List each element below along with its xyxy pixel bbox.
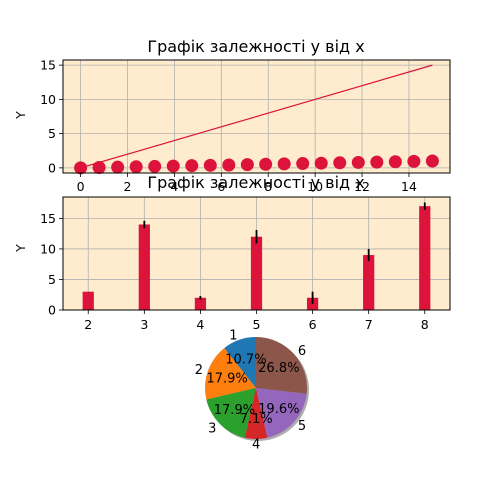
pie-slice xyxy=(224,337,256,388)
chart2-y-tick-label: 5 xyxy=(48,272,56,287)
scatter-point xyxy=(222,158,236,172)
scatter-point xyxy=(185,159,199,173)
chart2-x-tick-label: 6 xyxy=(309,317,317,332)
chart1-y-tick-label: 5 xyxy=(48,126,56,141)
series-line xyxy=(80,64,433,169)
chart2-x-tick-label: 3 xyxy=(140,317,148,332)
bar xyxy=(419,206,431,310)
bar xyxy=(138,224,150,310)
scatter-point xyxy=(296,157,310,171)
scatter-point xyxy=(111,160,125,174)
scatter-point xyxy=(129,160,143,174)
scatter-point xyxy=(388,155,402,169)
chart2-y-tick-label: 0 xyxy=(48,303,56,318)
chart2-y-axis-label: Y xyxy=(13,244,28,253)
scatter-point xyxy=(92,161,106,175)
chart1-x-tick-label: 0 xyxy=(77,179,85,194)
chart2-x-tick-label: 8 xyxy=(421,317,429,332)
scatter-point xyxy=(240,158,254,172)
scatter-line-chart: Графік залежності y від x Y 0 2 4 6 8 10 12 14 0… xyxy=(13,37,451,194)
pie-percent-label: 17.9% xyxy=(206,371,247,386)
chart1-x-tick-label: 14 xyxy=(401,179,417,194)
chart1-frame xyxy=(62,59,451,174)
scatter-point xyxy=(425,154,439,168)
pie-slice xyxy=(244,388,268,439)
chart2-x-tick-label: 4 xyxy=(196,317,204,332)
chart1-x-tick-label: 2 xyxy=(124,179,132,194)
pie-slice-label: 1 xyxy=(229,329,237,344)
pie-slice-label: 2 xyxy=(195,363,203,378)
bar xyxy=(82,291,94,310)
bar xyxy=(363,255,375,310)
scatter-point xyxy=(351,155,365,169)
pie-percent-label: 7.1% xyxy=(240,412,273,427)
pie-chart: 10.7%117.9%217.9%37.1%419.6%526.8%6 xyxy=(195,329,309,453)
chart1-y-tick-label: 10 xyxy=(40,92,56,107)
pie-slice xyxy=(206,388,256,438)
bar xyxy=(250,236,263,310)
chart1-x-tick-label: 10 xyxy=(307,179,323,194)
chart2-y-tick-label: 10 xyxy=(40,241,56,256)
chart1-y-axis-label: Y xyxy=(13,111,28,120)
pie-slice-label: 4 xyxy=(252,438,260,453)
pie-percent-label: 19.6% xyxy=(258,402,299,417)
pie-slice-label: 6 xyxy=(298,344,306,359)
scatter-point xyxy=(166,159,180,173)
pie-percent-label: 26.8% xyxy=(258,361,299,376)
scatter-point xyxy=(277,157,291,171)
bar-chart: Графік залежності y від x Y 2 3 4 5 6 7 8 0 5 10 1… xyxy=(13,173,451,332)
chart1-x-tick-label: 4 xyxy=(170,179,178,194)
scatter-point xyxy=(333,156,347,170)
chart2-x-tick-label: 7 xyxy=(365,317,373,332)
bar xyxy=(194,297,207,310)
chart1-x-tick-label: 6 xyxy=(217,179,225,194)
scatter-point xyxy=(370,155,384,169)
chart2-title: Графік залежності y від x xyxy=(147,173,364,192)
chart1-title: Графік залежності y від x xyxy=(147,37,364,56)
pie-percent-label: 10.7% xyxy=(225,353,266,368)
chart1-x-tick-label: 12 xyxy=(354,179,370,194)
scatter-point xyxy=(148,159,162,173)
scatter-point xyxy=(407,154,421,168)
chart2-y-tick-label: 15 xyxy=(40,211,56,226)
pie-slice-label: 3 xyxy=(208,421,216,436)
chart1-y-tick-label: 0 xyxy=(48,160,56,175)
scatter-point xyxy=(203,158,217,172)
chart1-x-tick-label: 8 xyxy=(264,179,272,194)
chart1-y-tick-label: 15 xyxy=(40,58,56,73)
scatter-point xyxy=(259,157,273,171)
scatter-point xyxy=(314,156,328,170)
pie-slice-label: 5 xyxy=(298,419,306,434)
pie-slice xyxy=(256,337,307,394)
pie-slice xyxy=(205,348,256,400)
pie-slice xyxy=(256,388,307,438)
chart2-x-tick-label: 5 xyxy=(253,317,261,332)
pie-percent-label: 17.9% xyxy=(214,403,255,418)
chart2-x-tick-label: 2 xyxy=(84,317,92,332)
